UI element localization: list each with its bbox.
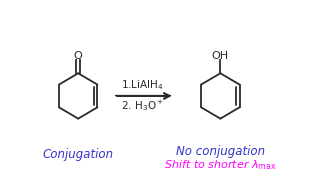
Text: 1.LiAlH$_4$: 1.LiAlH$_4$	[121, 78, 164, 92]
Text: O: O	[74, 51, 83, 61]
Text: 2. H$_3$O$^+$: 2. H$_3$O$^+$	[121, 98, 164, 113]
Text: No conjugation: No conjugation	[176, 145, 265, 158]
Text: OH: OH	[212, 51, 229, 61]
Text: Conjugation: Conjugation	[43, 148, 114, 161]
Text: Shift to shorter $\lambda_\mathrm{max}$: Shift to shorter $\lambda_\mathrm{max}$	[164, 158, 277, 172]
